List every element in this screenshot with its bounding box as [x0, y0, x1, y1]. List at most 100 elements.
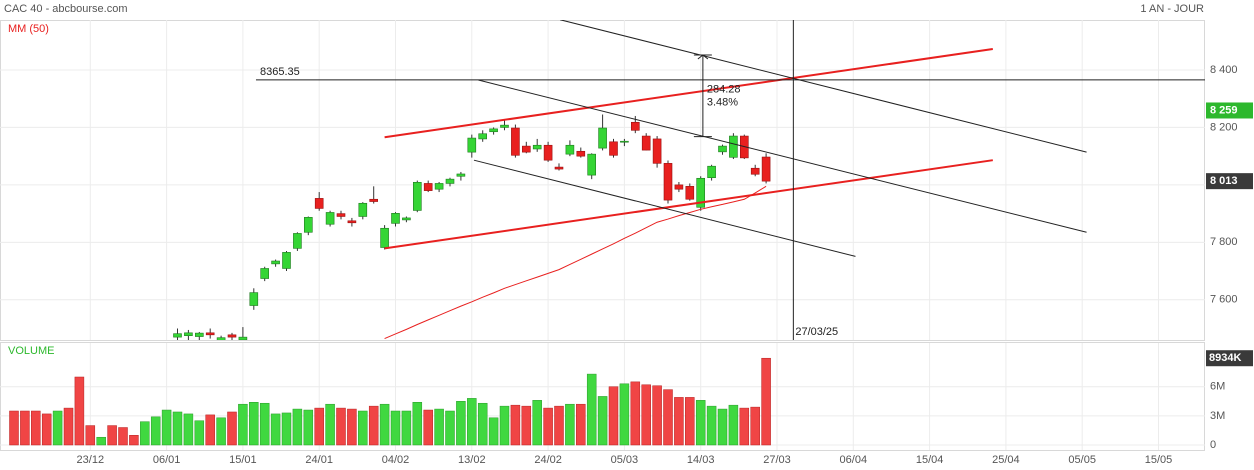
candle-body: [260, 268, 270, 279]
x-tick-label: 13/02: [458, 454, 486, 466]
volume-bar: [96, 436, 106, 446]
y-tick-label: 8 200: [1210, 121, 1238, 133]
candle-body: [216, 337, 226, 340]
candle-body: [620, 140, 629, 143]
x-tick-label: 15/01: [229, 454, 257, 466]
volume-bar: [499, 405, 510, 446]
candle-body: [402, 217, 411, 221]
volume-bar: [74, 376, 85, 446]
x-tick-label: 23/12: [77, 454, 105, 466]
candle-body: [576, 150, 586, 157]
candle-body: [434, 183, 444, 190]
trendline: [478, 79, 1087, 233]
ma-legend: MM (50): [8, 23, 49, 35]
candle-body: [750, 167, 760, 175]
volume-bar: [521, 405, 532, 446]
candle-body: [325, 212, 335, 225]
candle-body: [380, 227, 389, 248]
level-label: 8365.35: [260, 66, 300, 78]
candle-body: [707, 165, 716, 179]
volume-bar: [314, 407, 324, 446]
volume-bar: [739, 407, 750, 446]
price-tag-label: 8 013: [1210, 175, 1238, 187]
trendline: [559, 20, 1087, 153]
volume-bar: [674, 397, 684, 446]
candle-body: [184, 332, 193, 336]
candle-body: [543, 144, 553, 161]
x-tick-label: 15/05: [1145, 454, 1173, 466]
volume-bar: [194, 420, 205, 446]
y-tick-label: 8 400: [1210, 64, 1238, 76]
price-tag: [1206, 102, 1253, 119]
volume-bar: [467, 398, 477, 446]
candle-body: [195, 332, 204, 337]
volume-bar: [597, 396, 608, 446]
volume-bar: [150, 416, 161, 446]
volume-bar: [641, 384, 651, 446]
crosshair-label: 27/03/25: [795, 326, 838, 338]
volume-bar: [347, 408, 357, 446]
candle-body: [718, 145, 727, 153]
volume-bar: [368, 405, 379, 446]
candle-body: [303, 217, 313, 233]
chart-title: CAC 40 - abcbourse.com: [4, 3, 128, 15]
candle-body: [467, 137, 477, 153]
volume-bar: [445, 410, 455, 446]
candle-body: [630, 121, 640, 131]
candle-body: [314, 198, 324, 209]
volume-tag: [1206, 350, 1253, 367]
candle-body: [761, 156, 771, 182]
candle-body: [249, 292, 259, 306]
price-tag-label: 8 259: [1210, 104, 1238, 116]
volume-bar: [608, 386, 619, 446]
candle-body: [565, 144, 575, 155]
volume-bar: [543, 407, 553, 446]
volume-bar: [510, 404, 521, 446]
volume-bar: [325, 403, 335, 446]
candle-body: [347, 220, 357, 224]
volume-bar: [249, 402, 259, 446]
volume-bar: [401, 410, 412, 446]
candle-body: [532, 144, 542, 150]
trendline: [473, 159, 856, 257]
candle-body: [271, 260, 280, 265]
trendline: [384, 48, 993, 139]
volume-bar: [554, 405, 564, 446]
volume-bar: [488, 417, 499, 446]
candle-body: [227, 334, 237, 338]
y2-tick-label: 6M: [1210, 381, 1225, 393]
volume-bar: [379, 403, 390, 446]
x-tick-label: 06/01: [153, 454, 181, 466]
volume-bar: [161, 409, 172, 446]
axes: 23/12 06/01 15/01 24/01 04/02 13/02 24/02 05/03…: [77, 20, 1253, 466]
volume-plot: [9, 357, 771, 446]
x-tick-label: 15/04: [916, 454, 944, 466]
volume-bar: [20, 410, 30, 446]
volume-bar: [565, 403, 575, 446]
candle-body: [685, 186, 695, 200]
volume-bar: [238, 403, 248, 446]
volume-bar: [434, 408, 444, 446]
volume-bar: [270, 413, 281, 446]
x-tick-label: 24/01: [305, 454, 333, 466]
y-tick-label: 7 600: [1210, 294, 1238, 306]
trendline: [384, 159, 993, 250]
volume-bar: [423, 409, 433, 446]
volume-bar: [292, 408, 303, 446]
candle-body: [696, 177, 706, 208]
candle-body: [205, 332, 215, 336]
volume-bar: [129, 435, 139, 446]
candle-body: [412, 181, 422, 211]
volume-bar: [140, 421, 150, 446]
candle-body: [663, 163, 673, 201]
price-plot: [173, 20, 1205, 340]
volume-bar: [728, 404, 739, 446]
volume-bar: [532, 400, 542, 446]
volume-bar: [619, 383, 630, 446]
volume-bar: [652, 385, 662, 446]
volume-bar: [390, 410, 401, 446]
price-tag: [1206, 173, 1253, 190]
candle-body: [511, 127, 520, 156]
volume-bar: [412, 402, 423, 446]
candle-body: [729, 135, 738, 158]
